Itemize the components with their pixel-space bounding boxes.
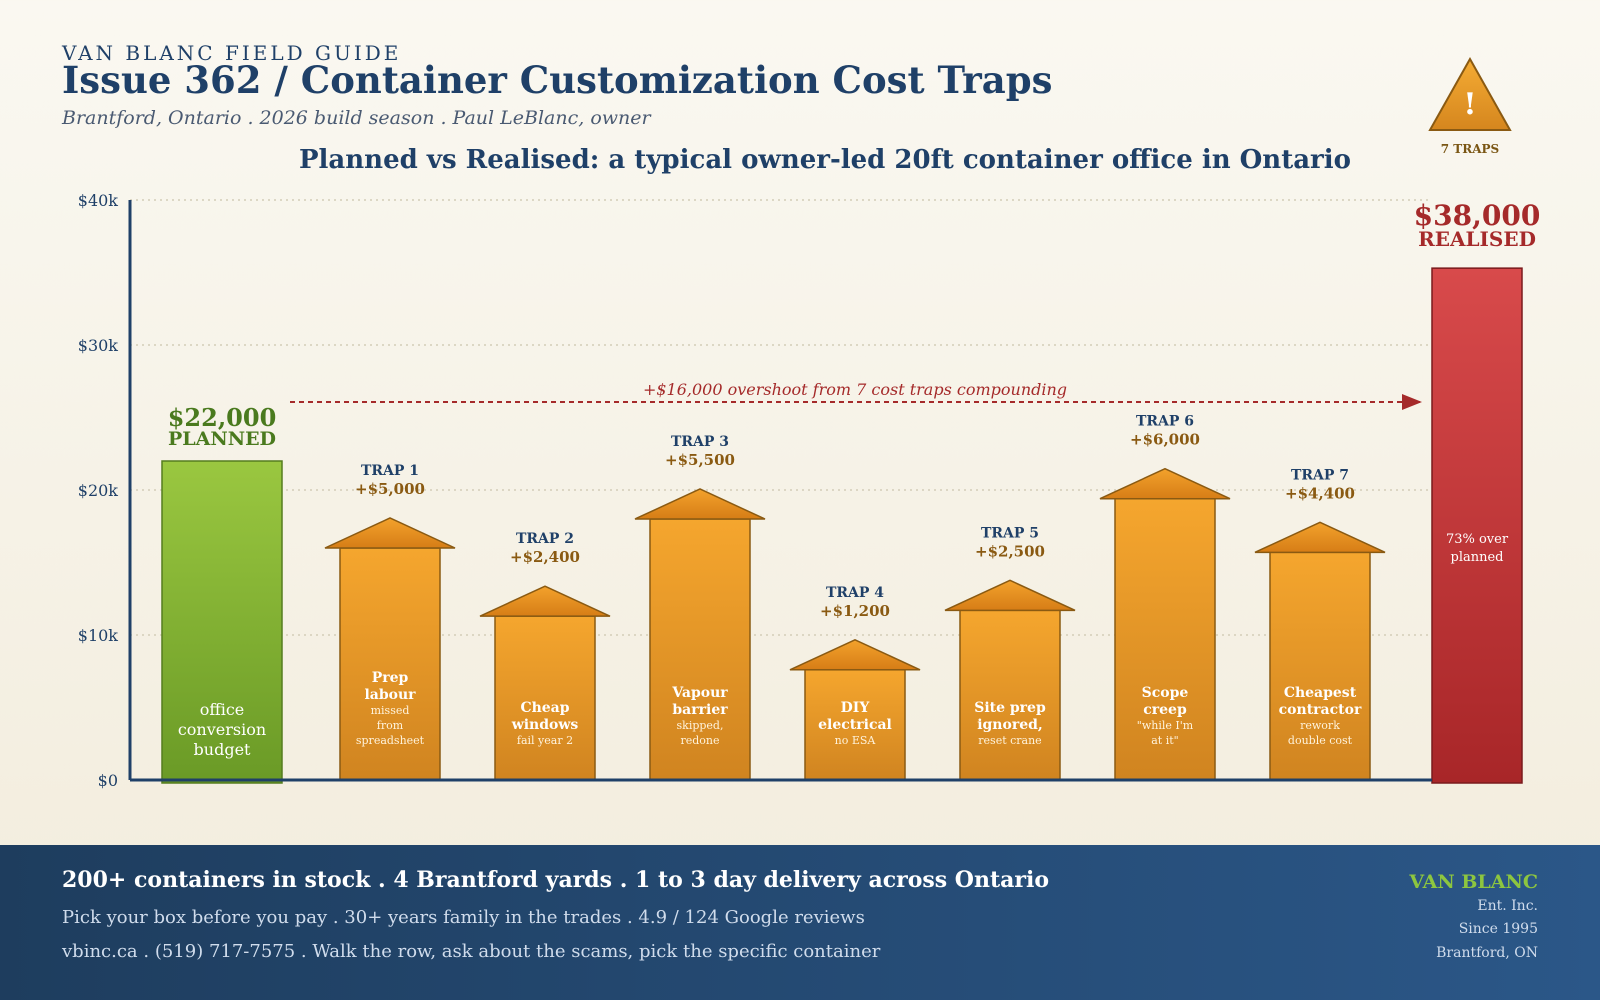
trap-bar: [494, 615, 596, 781]
trap-note: reset crane: [978, 734, 1041, 747]
trap-title: labour: [364, 687, 416, 703]
footer-banner: 200+ containers in stock . 4 Brantford y…: [0, 845, 1600, 1000]
trap-label: TRAP 3: [671, 434, 729, 450]
trap-delta: +$2,500: [975, 542, 1045, 560]
brand-name: VAN BLANC: [1409, 871, 1538, 893]
brand-line-2: Since 1995: [1458, 921, 1538, 937]
trap-roof: [634, 488, 766, 520]
trap-bar: [804, 669, 906, 781]
trap-note: double cost: [1288, 734, 1353, 747]
planned-bar: [161, 460, 283, 784]
y-tick-label: $0: [98, 771, 118, 790]
trap-title: Cheapest: [1284, 685, 1357, 701]
trap-roof: [324, 517, 456, 549]
warning-glyph: !: [1463, 87, 1476, 122]
realised-inner-text: 73% over: [1446, 532, 1509, 547]
trap-bar: [959, 609, 1061, 781]
kicker: VAN BLANC FIELD GUIDE: [62, 41, 402, 65]
y-tick-label: $30k: [78, 336, 119, 355]
trap-title: contractor: [1279, 702, 1362, 718]
page-title: Issue 362 / Container Customization Cost…: [62, 58, 1053, 102]
y-tick-label: $40k: [78, 191, 119, 210]
footer-headline: 200+ containers in stock . 4 Brantford y…: [62, 867, 1050, 893]
trap-bar: [1114, 497, 1216, 781]
trap-roof: [944, 579, 1076, 612]
trap-note: fail year 2: [517, 734, 573, 747]
trap-label: TRAP 4: [826, 585, 884, 601]
planned-inner-text: office: [200, 700, 245, 719]
warning-badge: ! 7 TRAPS: [1426, 56, 1514, 160]
trap-note: "while I'm: [1137, 719, 1194, 732]
planned-inner-text: conversion: [178, 720, 266, 739]
y-tick-label: $10k: [78, 626, 119, 645]
trap-delta: +$2,400: [510, 548, 580, 566]
trap-bar: [339, 547, 441, 781]
trap-note: spreadsheet: [356, 734, 425, 747]
footer-line-2: vbinc.ca . (519) 717-7575 . Walk the row…: [62, 941, 881, 962]
planned-label: PLANNED: [168, 428, 276, 450]
trap-note: rework: [1300, 719, 1340, 732]
trap-delta: +$4,400: [1285, 484, 1355, 502]
trap-title: windows: [511, 717, 579, 733]
trap-title: Site prep: [974, 700, 1046, 716]
trap-title: electrical: [818, 717, 892, 733]
trap-title: barrier: [672, 702, 728, 718]
overshoot-annotation: +$16,000 overshoot from 7 cost traps com…: [643, 380, 1067, 399]
trap-roof: [479, 585, 611, 617]
trap-delta: +$6,000: [1130, 431, 1200, 449]
realised-inner-text: planned: [1451, 550, 1504, 565]
trap-note: from: [377, 719, 404, 732]
trap-label: TRAP 5: [981, 525, 1039, 541]
trap-label: TRAP 1: [361, 463, 419, 479]
trap-label: TRAP 7: [1291, 467, 1349, 483]
cost-chart: $0$10k$20k$30k$40k$22,000PLANNEDofficeco…: [78, 191, 1541, 790]
realised-amount: $38,000: [1414, 199, 1541, 232]
trap-roof: [1254, 521, 1386, 554]
planned-amount: $22,000: [168, 403, 277, 432]
trap-label: TRAP 2: [516, 531, 574, 547]
trap-title: Vapour: [671, 685, 728, 701]
trap-bar: [649, 518, 751, 781]
trap-roof: [789, 638, 921, 671]
trap-delta: +$1,200: [820, 602, 890, 620]
trap-label: TRAP 6: [1136, 414, 1194, 430]
trap-note: at it": [1151, 734, 1178, 747]
trap-note: redone: [680, 734, 719, 747]
badge-label: 7 TRAPS: [1440, 142, 1500, 156]
chart-title: Planned vs Realised: a typical owner-led…: [299, 145, 1351, 175]
trap-title: creep: [1143, 702, 1187, 718]
trap-note: missed: [371, 704, 410, 717]
planned-inner-text: budget: [194, 740, 252, 759]
trap-note: skipped,: [677, 719, 724, 732]
realised-bar: [1431, 267, 1523, 784]
trap-title: Scope: [1142, 685, 1189, 701]
trap-roof: [1099, 467, 1231, 500]
brand-line-1: Ent. Inc.: [1477, 898, 1538, 914]
trap-title: Prep: [372, 670, 409, 686]
page-subtitle: Brantford, Ontario . 2026 build season .…: [62, 107, 651, 129]
footer-line-1: Pick your box before you pay . 30+ years…: [62, 907, 865, 928]
trap-note: no ESA: [835, 734, 877, 747]
trap-delta: +$5,500: [665, 451, 735, 469]
warning-icon: !: [1428, 56, 1512, 131]
trap-bar: [1269, 551, 1371, 781]
realised-label: REALISED: [1418, 227, 1536, 251]
y-tick-label: $20k: [78, 481, 119, 500]
brand-line-3: Brantford, ON: [1436, 945, 1538, 961]
trap-title: ignored,: [977, 717, 1043, 733]
trap-title: Cheap: [520, 700, 569, 716]
trap-delta: +$5,000: [355, 480, 425, 498]
trap-title: DIY: [841, 700, 871, 716]
